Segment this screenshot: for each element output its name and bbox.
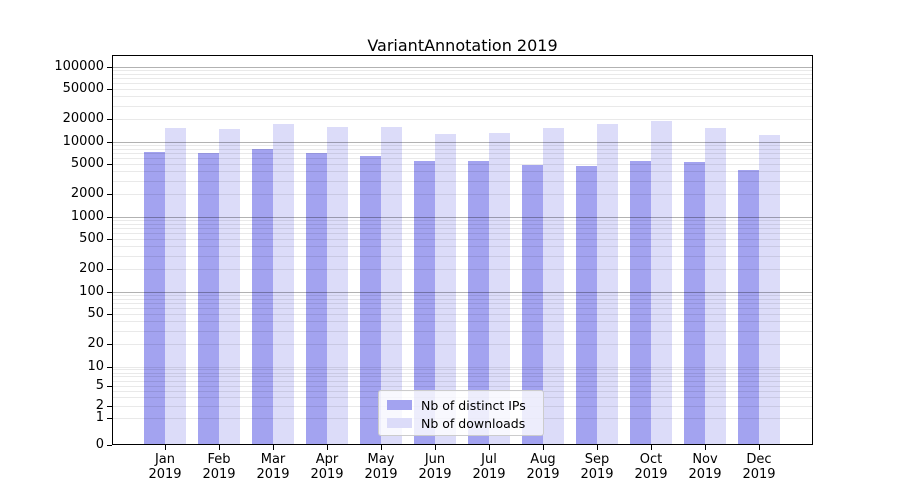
- y-tick-label-1000: 1000: [70, 208, 104, 224]
- legend-item-downloads: Nb of downloads: [387, 415, 526, 431]
- x-tick-label-dec-2019: Dec 2019: [742, 452, 776, 482]
- x-tick-mark-aug-2019: [543, 445, 544, 450]
- y-tick-label-5: 5: [95, 377, 104, 393]
- y-tick-label-500: 500: [79, 231, 104, 247]
- y-tick-mark-0: [107, 445, 112, 446]
- x-tick-mark-apr-2019: [327, 445, 328, 450]
- legend-swatch-distinct-ips: [387, 400, 412, 410]
- x-tick-label-aug-2019: Aug 2019: [526, 452, 560, 482]
- x-tick-label-mar-2019: Mar 2019: [256, 452, 290, 482]
- x-tick-mark-oct-2019: [651, 445, 652, 450]
- legend-swatch-downloads: [387, 418, 412, 428]
- legend-item-distinct-ips: Nb of distinct IPs: [387, 397, 526, 413]
- x-tick-label-may-2019: May 2019: [364, 452, 398, 482]
- x-tick-label-oct-2019: Oct 2019: [634, 452, 668, 482]
- x-tick-mark-dec-2019: [759, 445, 760, 450]
- y-tick-label-50: 50: [87, 306, 104, 322]
- x-tick-label-nov-2019: Nov 2019: [688, 452, 722, 482]
- x-tick-mark-jul-2019: [489, 445, 490, 450]
- y-tick-label-2000: 2000: [70, 185, 104, 201]
- y-tick-label-20: 20: [87, 335, 104, 351]
- x-tick-label-feb-2019: Feb 2019: [202, 452, 236, 482]
- y-tick-label-0: 0: [95, 437, 104, 452]
- chart-title: VariantAnnotation 2019: [367, 36, 558, 55]
- plot-area-border: [112, 55, 813, 445]
- x-tick-label-jan-2019: Jan 2019: [148, 452, 182, 482]
- y-tick-label-200: 200: [79, 260, 104, 276]
- x-tick-mark-jan-2019: [165, 445, 166, 450]
- x-tick-mark-jun-2019: [435, 445, 436, 450]
- y-tick-label-5000: 5000: [70, 156, 104, 172]
- y-tick-label-10: 10: [87, 358, 104, 374]
- x-tick-mark-sep-2019: [597, 445, 598, 450]
- y-tick-label-1: 1: [95, 409, 104, 425]
- x-tick-mark-mar-2019: [273, 445, 274, 450]
- y-tick-label-2: 2: [95, 397, 104, 413]
- x-tick-label-apr-2019: Apr 2019: [310, 452, 344, 482]
- y-tick-label-50000: 50000: [62, 81, 104, 97]
- x-tick-mark-feb-2019: [219, 445, 220, 450]
- x-tick-label-sep-2019: Sep 2019: [580, 452, 614, 482]
- legend-label-downloads: Nb of downloads: [421, 415, 526, 431]
- x-tick-label-jul-2019: Jul 2019: [472, 452, 506, 482]
- y-tick-label-20000: 20000: [62, 110, 104, 126]
- y-tick-label-100000: 100000: [54, 58, 104, 74]
- legend: Nb of distinct IPs Nb of downloads: [378, 390, 544, 436]
- legend-label-distinct-ips: Nb of distinct IPs: [421, 397, 526, 413]
- x-tick-mark-may-2019: [381, 445, 382, 450]
- x-tick-mark-nov-2019: [705, 445, 706, 450]
- y-tick-label-100: 100: [79, 283, 104, 299]
- x-tick-label-jun-2019: Jun 2019: [418, 452, 452, 482]
- y-tick-label-10000: 10000: [62, 133, 104, 149]
